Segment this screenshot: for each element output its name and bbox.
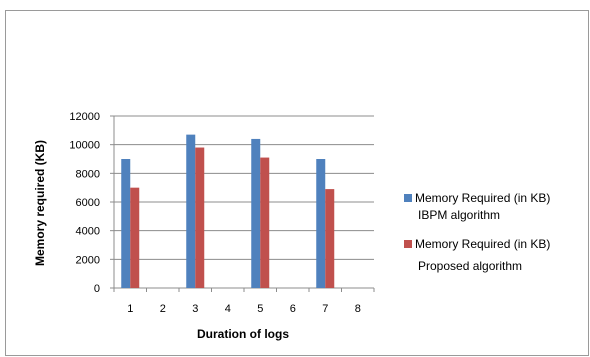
bar-series-2-cat-7 — [325, 189, 335, 288]
x-tick-label: 7 — [322, 303, 328, 315]
bar-series-1-cat-5 — [251, 138, 261, 288]
y-tick-label: 4000 — [76, 226, 100, 238]
legend-item-ibpm: Memory Required (in KB) IBPM algorithm — [404, 191, 550, 222]
x-tick-label: 5 — [257, 303, 263, 315]
y-tick-labels: 0 2000 4000 6000 8000 10000 12000 — [69, 111, 100, 295]
bar-series-1-cat-1 — [121, 159, 131, 288]
bar-series-2-cat-3 — [195, 147, 205, 288]
x-tick-label: 4 — [225, 303, 231, 315]
y-tick-label: 12000 — [69, 111, 100, 123]
bar-series-2-cat-1 — [130, 187, 140, 288]
x-tick-labels: 1 2 3 4 5 6 7 8 — [127, 303, 361, 315]
legend: Memory Required (in KB) IBPM algorithm M… — [404, 191, 550, 273]
y-tick-label: 2000 — [76, 254, 100, 266]
y-tick-label: 6000 — [76, 197, 100, 209]
x-tick-label: 1 — [127, 303, 133, 315]
y-tick-label: 10000 — [69, 140, 100, 152]
legend-label-proposed-line2: Proposed algorithm — [418, 259, 522, 273]
legend-label-ibpm-line1: Memory Required (in KB) — [415, 191, 550, 205]
legend-label-ibpm-line2: IBPM algorithm — [418, 208, 500, 222]
x-tick-label: 6 — [290, 303, 296, 315]
legend-swatch-proposed — [404, 240, 412, 248]
legend-item-proposed: Memory Required (in KB) Proposed algorit… — [404, 237, 550, 273]
y-tick-label: 0 — [94, 283, 100, 295]
bar-series-1-cat-3 — [186, 134, 196, 288]
bar-series-2-cat-5 — [260, 157, 270, 288]
bars — [121, 134, 335, 288]
bar-series-1-cat-7 — [316, 159, 326, 288]
axes — [110, 115, 375, 292]
x-tick-label: 8 — [355, 303, 361, 315]
gridlines — [114, 115, 374, 260]
y-tick-label: 8000 — [76, 168, 100, 180]
x-tick-label: 3 — [192, 303, 198, 315]
x-tick-label: 2 — [160, 303, 166, 315]
chart-frame — [5, 10, 589, 356]
legend-swatch-ibpm — [404, 194, 412, 202]
y-axis-title: Memory required (KB) — [33, 140, 47, 266]
legend-label-proposed-line1: Memory Required (in KB) — [415, 237, 550, 251]
x-axis-title: Duration of logs — [197, 327, 289, 341]
